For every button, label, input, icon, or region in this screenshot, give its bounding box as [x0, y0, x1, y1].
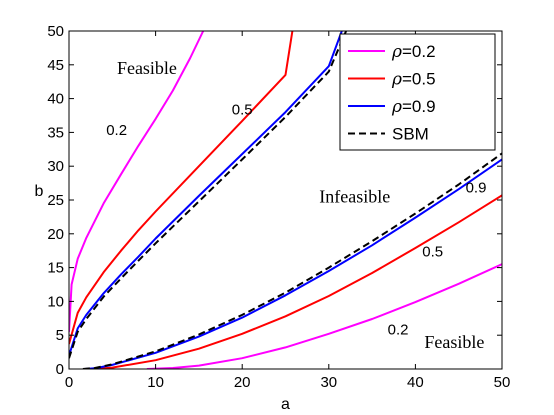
- y-tick-label: 10: [47, 293, 64, 310]
- legend-label: ρ=0.5: [391, 70, 436, 90]
- series-line-02-upper: [69, 31, 205, 332]
- legend-label: SBM: [392, 125, 429, 144]
- curve-label: 0.9: [466, 179, 487, 196]
- y-tick-label: 40: [47, 91, 64, 108]
- curve-label: 0.5: [232, 102, 253, 119]
- series-line-02-lower: [146, 263, 502, 369]
- legend-label: ρ=0.2: [391, 42, 436, 62]
- series-line-05-lower: [94, 194, 502, 369]
- x-tick-label: 30: [320, 374, 337, 391]
- x-tick-label: 40: [407, 374, 424, 391]
- x-tick-label: 20: [234, 374, 251, 391]
- y-tick-label: 0: [56, 361, 64, 378]
- y-tick-label: 15: [47, 260, 64, 277]
- x-axis-label: a: [281, 396, 290, 413]
- tick-layer: 0 10 20 30 40 50 0 5 10 15 20 25 30 35 40 45 50: [47, 23, 510, 391]
- y-axis-label: b: [35, 183, 44, 200]
- y-tick-label: 5: [56, 327, 64, 344]
- region-label: Feasible: [424, 332, 484, 352]
- legend-label: ρ=0.9: [391, 97, 436, 117]
- series-line-05-upper: [69, 31, 294, 345]
- x-tick-label: 10: [147, 374, 164, 391]
- region-label: Feasible: [117, 58, 177, 78]
- curve-label: 0.2: [388, 321, 409, 338]
- y-tick-label: 45: [47, 57, 64, 74]
- legend: ρ=0.2 ρ=0.5 ρ=0.9 SBM: [339, 33, 496, 151]
- region-label: Infeasible: [319, 187, 390, 207]
- y-tick-label: 35: [47, 124, 64, 141]
- y-tick-label: 30: [47, 158, 64, 175]
- series-line-SBM-upper: [69, 31, 348, 359]
- y-tick-label: 20: [47, 226, 64, 243]
- series-line-SBM-lower: [82, 152, 502, 369]
- x-tick-label: 50: [494, 374, 511, 391]
- legend-box: [339, 33, 496, 151]
- y-tick-label: 25: [47, 192, 64, 209]
- series-layer: [69, 31, 502, 369]
- x-tick-label: 0: [65, 374, 73, 391]
- y-tick-label: 50: [47, 23, 64, 40]
- curve-label: 0.2: [106, 122, 127, 139]
- series-line-09-upper: [69, 31, 343, 356]
- curve-label: 0.5: [422, 244, 443, 261]
